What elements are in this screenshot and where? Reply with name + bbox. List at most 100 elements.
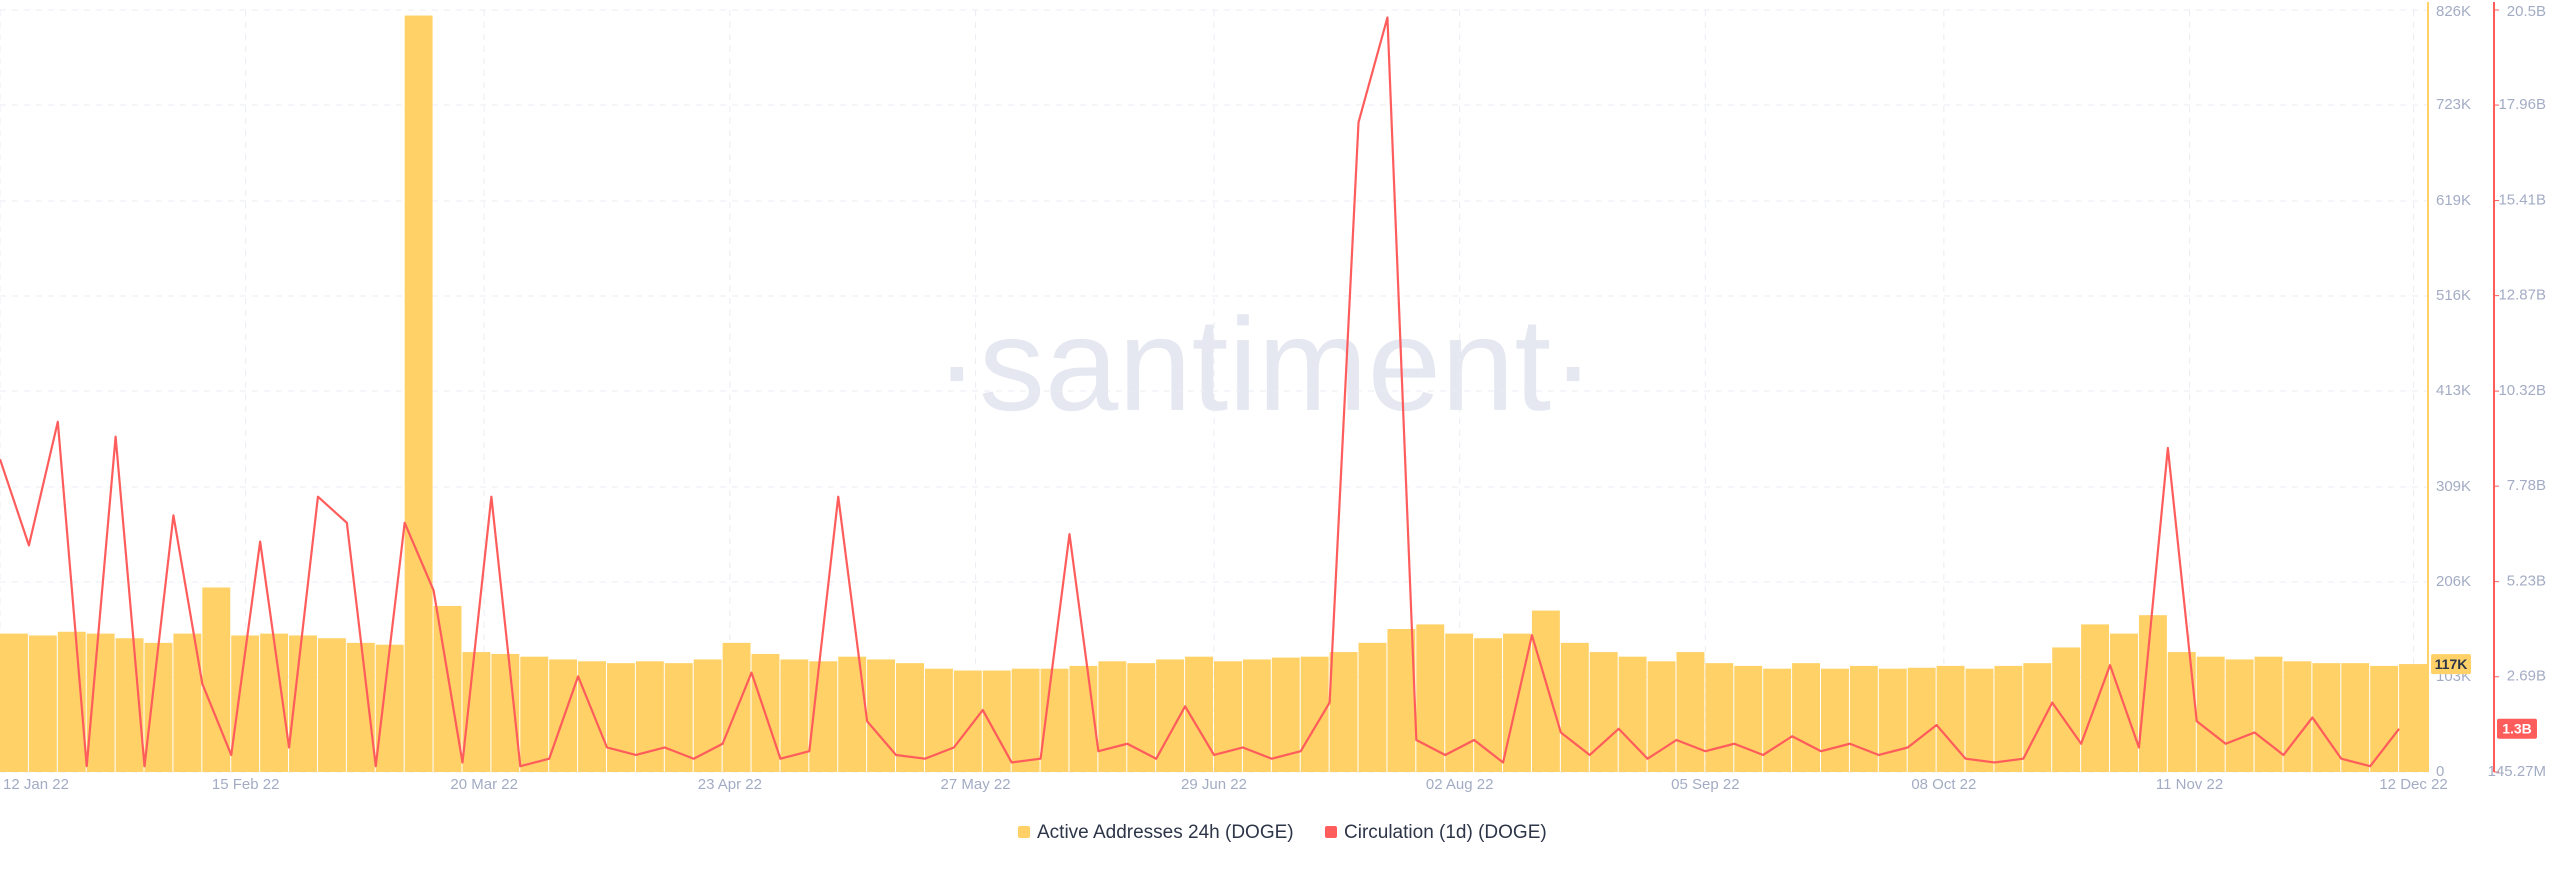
bar — [2341, 663, 2370, 772]
legend-swatch — [1325, 826, 1337, 838]
bar — [2283, 661, 2312, 772]
bar — [86, 633, 115, 772]
bar — [1416, 624, 1445, 772]
watermark-layer: ·santiment· — [935, 291, 1595, 438]
bar — [1705, 663, 1734, 772]
y2-tick-label: 145.27M — [2488, 763, 2546, 780]
bar — [375, 644, 404, 772]
bar — [462, 652, 491, 772]
bar — [1936, 665, 1965, 772]
bar — [578, 661, 606, 772]
bar — [1994, 665, 2023, 772]
bar — [1589, 652, 1618, 772]
bar — [2081, 624, 2110, 772]
bar — [1127, 663, 1156, 772]
bar — [1214, 661, 1242, 772]
bar — [607, 663, 635, 772]
bar — [28, 635, 57, 772]
bar — [1098, 661, 1127, 772]
bar — [1242, 659, 1271, 772]
bar — [1849, 665, 1878, 772]
bar — [2023, 663, 2052, 772]
bar — [1329, 652, 1358, 772]
bar — [2196, 656, 2225, 772]
bar — [896, 663, 924, 772]
bar — [520, 656, 549, 772]
bar — [953, 670, 982, 772]
bar — [1763, 668, 1792, 772]
last-value-badge — [2497, 718, 2537, 739]
x-tick-label: 02 Aug 22 — [1426, 776, 1494, 793]
bar — [1792, 663, 1820, 772]
bar — [635, 661, 664, 772]
bar — [2399, 664, 2427, 772]
bar — [1821, 668, 1849, 772]
y2-tick-label: 10.32B — [2498, 382, 2546, 399]
y2-tick-label: 7.78B — [2507, 477, 2546, 494]
bar — [2312, 663, 2341, 772]
last-value-label: 117K — [2435, 656, 2468, 672]
legend-item[interactable]: Circulation (1d) (DOGE) — [1325, 822, 1547, 843]
bar — [924, 668, 953, 772]
y2-tick-label: 20.5B — [2507, 3, 2546, 20]
bar — [404, 15, 433, 773]
bar — [1011, 668, 1040, 772]
y-tick-label: 826K — [2436, 3, 2471, 20]
y-tick-label: 723K — [2436, 96, 2471, 113]
bar — [1358, 642, 1387, 772]
x-tick-label: 15 Feb 22 — [212, 776, 280, 793]
bar — [982, 670, 1011, 772]
bar — [1907, 667, 1936, 772]
y-tick-label: 516K — [2436, 287, 2471, 304]
watermark: ·santiment· — [935, 291, 1595, 438]
bar — [2254, 656, 2283, 772]
bar — [2225, 659, 2254, 772]
x-tick-label: 05 Sep 22 — [1671, 776, 1739, 793]
bar-series — [0, 15, 2427, 773]
y2-tick-label: 12.87B — [2498, 287, 2546, 304]
bar — [144, 642, 173, 772]
bar — [1531, 610, 1560, 772]
bar — [0, 633, 28, 772]
bar — [693, 659, 722, 772]
y2-tick-label: 15.41B — [2498, 192, 2546, 209]
y-tick-label: 206K — [2436, 573, 2471, 590]
x-tick-label: 08 Oct 22 — [1911, 776, 1976, 793]
line-series — [0, 16, 2400, 768]
bar — [317, 638, 346, 772]
x-tick-label: 20 Mar 22 — [450, 776, 518, 793]
x-tick-label: 23 Apr 22 — [698, 776, 762, 793]
y2-tick-label: 17.96B — [2498, 96, 2546, 113]
bar — [2370, 665, 2399, 772]
last-value-label: 1.3B — [2502, 720, 2532, 736]
x-tick-label: 12 Dec 22 — [2379, 776, 2447, 793]
legend-label: Active Addresses 24h (DOGE) — [1037, 822, 1294, 843]
bar — [346, 642, 375, 772]
y-tick-label: 309K — [2436, 478, 2471, 495]
bar — [1676, 652, 1705, 772]
bar — [867, 659, 896, 772]
bar — [1300, 656, 1329, 772]
bar — [1878, 668, 1907, 772]
bar — [1560, 642, 1589, 772]
x-tick-label: 11 Nov 22 — [2156, 776, 2223, 793]
legend-item[interactable]: Active Addresses 24h (DOGE) — [1018, 822, 1294, 843]
y2-tick-label: 2.69B — [2507, 668, 2546, 685]
bar — [1647, 661, 1676, 772]
x-tick-label: 12 Jan 22 — [3, 776, 69, 793]
bar — [433, 605, 462, 772]
bar — [1965, 668, 1994, 772]
bar — [1734, 665, 1763, 772]
y-tick-label: 413K — [2436, 382, 2471, 399]
legend-swatch — [1018, 826, 1030, 838]
legend-label: Circulation (1d) (DOGE) — [1344, 822, 1547, 843]
x-tick-label: 29 Jun 22 — [1181, 776, 1247, 793]
bar — [1069, 665, 1098, 772]
y2-tick-label: 5.23B — [2507, 573, 2546, 590]
last-value-badge — [2431, 654, 2471, 675]
y-tick-label: 619K — [2436, 192, 2471, 209]
bar — [1445, 633, 1474, 772]
y-tick-label: 0 — [2436, 763, 2444, 780]
